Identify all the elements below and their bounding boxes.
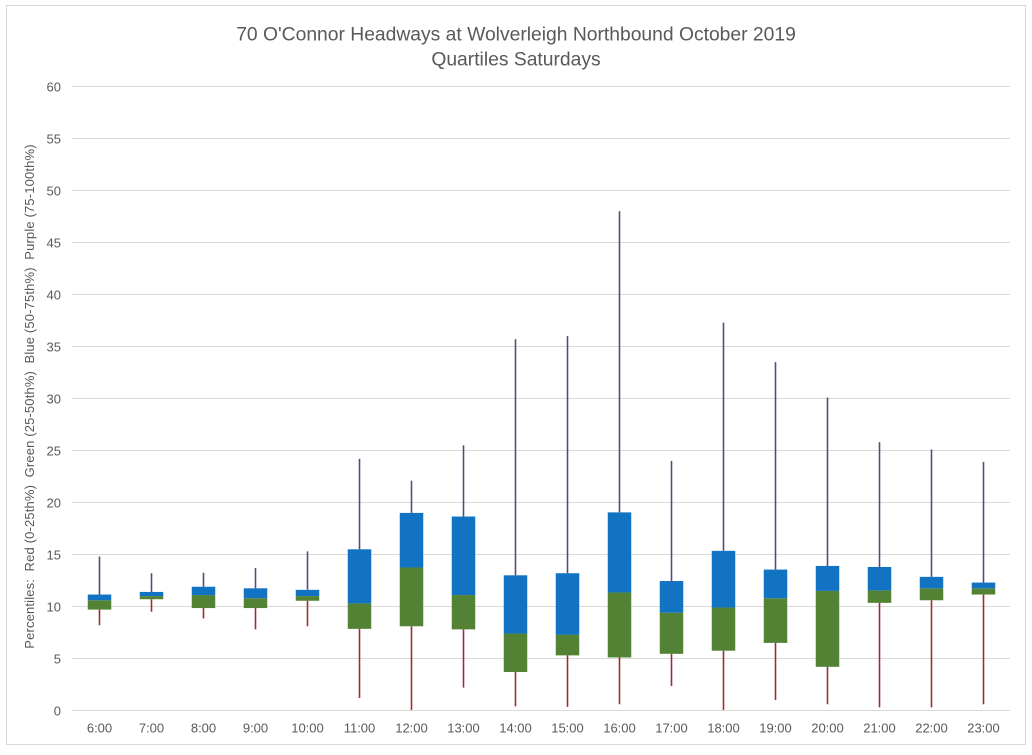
svg-text:10:00: 10:00: [291, 720, 324, 735]
svg-text:60: 60: [47, 80, 61, 95]
svg-text:6:00: 6:00: [87, 720, 112, 735]
svg-text:45: 45: [47, 236, 61, 251]
svg-text:70 O'Connor Headways at Wolver: 70 O'Connor Headways at Wolverleigh Nort…: [236, 25, 796, 46]
svg-text:11:00: 11:00: [344, 720, 376, 735]
svg-text:14:00: 14:00: [499, 720, 532, 735]
svg-text:22:00: 22:00: [915, 720, 948, 735]
svg-text:17:00: 17:00: [655, 720, 688, 735]
svg-text:12:00: 12:00: [395, 720, 428, 735]
svg-text:7:00: 7:00: [139, 720, 164, 735]
svg-text:0: 0: [54, 704, 61, 719]
svg-text:Quartiles Saturdays: Quartiles Saturdays: [431, 50, 600, 71]
svg-text:8:00: 8:00: [191, 720, 216, 735]
svg-text:23:00: 23:00: [967, 720, 1000, 735]
svg-text:20:00: 20:00: [811, 720, 844, 735]
svg-text:18:00: 18:00: [707, 720, 740, 735]
svg-text:10: 10: [47, 600, 61, 615]
svg-text:13:00: 13:00: [447, 720, 480, 735]
svg-text:30: 30: [47, 392, 61, 407]
svg-text:16:00: 16:00: [603, 720, 636, 735]
svg-text:15: 15: [47, 548, 61, 563]
svg-text:35: 35: [47, 340, 61, 355]
svg-text:9:00: 9:00: [243, 720, 268, 735]
svg-text:Percentiles: Red (0-25th%) G: Percentiles: Red (0-25th%) Green (25-50t…: [22, 144, 37, 648]
svg-text:55: 55: [47, 132, 61, 147]
svg-text:15:00: 15:00: [551, 720, 584, 735]
svg-text:20: 20: [47, 496, 61, 511]
svg-text:50: 50: [47, 184, 61, 199]
svg-text:5: 5: [54, 652, 61, 667]
svg-text:40: 40: [47, 288, 61, 303]
svg-text:19:00: 19:00: [759, 720, 792, 735]
svg-text:25: 25: [47, 444, 61, 459]
svg-text:21:00: 21:00: [863, 720, 896, 735]
